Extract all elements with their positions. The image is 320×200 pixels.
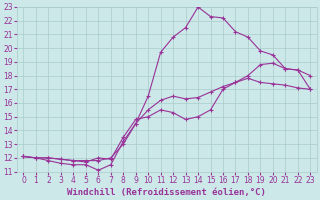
X-axis label: Windchill (Refroidissement éolien,°C): Windchill (Refroidissement éolien,°C) <box>68 188 266 197</box>
